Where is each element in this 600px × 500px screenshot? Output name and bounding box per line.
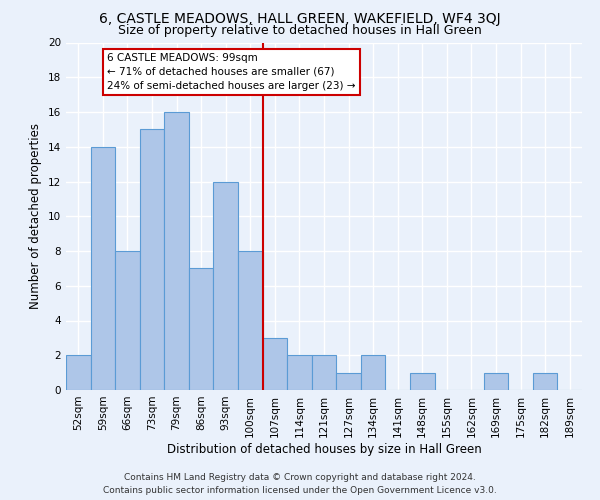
X-axis label: Distribution of detached houses by size in Hall Green: Distribution of detached houses by size … — [167, 442, 481, 456]
Bar — [312, 355, 336, 390]
Bar — [189, 268, 214, 390]
Bar — [91, 147, 115, 390]
Bar — [361, 355, 385, 390]
Bar — [214, 182, 238, 390]
Bar — [336, 372, 361, 390]
Text: Size of property relative to detached houses in Hall Green: Size of property relative to detached ho… — [118, 24, 482, 37]
Text: 6, CASTLE MEADOWS, HALL GREEN, WAKEFIELD, WF4 3QJ: 6, CASTLE MEADOWS, HALL GREEN, WAKEFIELD… — [99, 12, 501, 26]
Bar — [484, 372, 508, 390]
Text: Contains HM Land Registry data © Crown copyright and database right 2024.
Contai: Contains HM Land Registry data © Crown c… — [103, 474, 497, 495]
Bar — [140, 130, 164, 390]
Bar — [66, 355, 91, 390]
Bar — [263, 338, 287, 390]
Bar — [115, 251, 140, 390]
Bar — [164, 112, 189, 390]
Y-axis label: Number of detached properties: Number of detached properties — [29, 123, 43, 309]
Bar — [238, 251, 263, 390]
Bar — [410, 372, 434, 390]
Text: 6 CASTLE MEADOWS: 99sqm
← 71% of detached houses are smaller (67)
24% of semi-de: 6 CASTLE MEADOWS: 99sqm ← 71% of detache… — [107, 53, 356, 91]
Bar — [287, 355, 312, 390]
Bar — [533, 372, 557, 390]
